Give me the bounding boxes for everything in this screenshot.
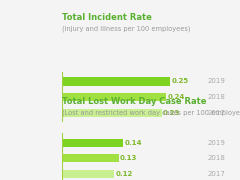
Bar <box>62 170 114 178</box>
Text: 2018: 2018 <box>208 94 225 100</box>
Bar <box>62 93 166 101</box>
Text: 2019: 2019 <box>208 78 225 84</box>
Text: 0.23: 0.23 <box>163 110 180 116</box>
Text: Total Incident Rate: Total Incident Rate <box>62 13 152 22</box>
Text: 2017: 2017 <box>208 171 225 177</box>
Bar <box>62 139 123 147</box>
Text: 2018: 2018 <box>208 155 225 161</box>
Bar <box>62 109 162 117</box>
Text: 0.14: 0.14 <box>124 140 142 146</box>
Text: 0.12: 0.12 <box>115 171 133 177</box>
Text: 0.24: 0.24 <box>167 94 185 100</box>
Text: 0.25: 0.25 <box>172 78 189 84</box>
Bar <box>62 77 170 86</box>
Text: (Injury and illness per 100 employees): (Injury and illness per 100 employees) <box>62 25 191 32</box>
Text: 2017: 2017 <box>208 110 225 116</box>
Text: (Lost and restricted work day cases per 100 employees): (Lost and restricted work day cases per … <box>62 110 240 116</box>
Text: 0.13: 0.13 <box>120 155 137 161</box>
Text: Total Lost Work Day Case Rate: Total Lost Work Day Case Rate <box>62 97 207 106</box>
Text: 2019: 2019 <box>208 140 225 146</box>
Bar <box>62 154 119 163</box>
